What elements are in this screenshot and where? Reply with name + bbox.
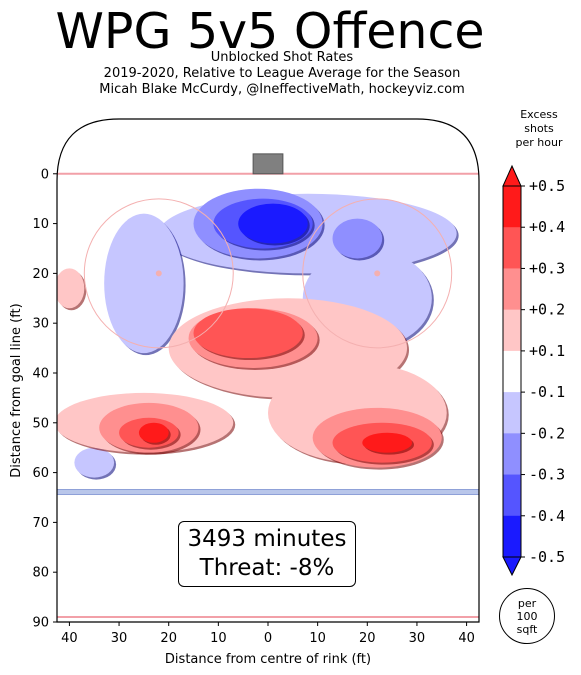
y-tick-label: 60 bbox=[32, 466, 49, 481]
colorbar-title: per hour bbox=[515, 136, 563, 149]
x-tick-label: 30 bbox=[409, 631, 426, 646]
summary-box: 3493 minutes Threat: -8% bbox=[178, 521, 356, 587]
contour-region bbox=[138, 422, 169, 443]
units-line: 100 bbox=[516, 609, 538, 623]
colorbar-band bbox=[503, 309, 521, 352]
units-badge: per 100 sqft bbox=[499, 588, 555, 644]
colorbar-title: Excess bbox=[520, 108, 558, 121]
faceoff-circle bbox=[302, 198, 453, 349]
x-tick-label: 10 bbox=[210, 631, 227, 646]
goal-net bbox=[252, 153, 284, 175]
y-tick-label: 40 bbox=[32, 366, 49, 381]
colorbar-title: shots bbox=[524, 122, 554, 135]
colorbar-tick-label: +0.5 bbox=[529, 177, 565, 195]
colorbar-tick-label: -0.5 bbox=[529, 548, 565, 566]
contour-region bbox=[362, 432, 412, 453]
rink-outline bbox=[56, 118, 480, 623]
colorbar-tick-label: +0.2 bbox=[529, 301, 565, 319]
chart-title: WPG 5v5 Offence bbox=[55, 3, 485, 60]
x-tick-label: 20 bbox=[160, 631, 177, 646]
blue-line bbox=[56, 489, 480, 496]
colorbar-tick-label: -0.2 bbox=[529, 424, 565, 442]
y-tick-label: 20 bbox=[32, 267, 49, 282]
colorbar-band bbox=[503, 268, 521, 311]
colorbar-tick-label: -0.4 bbox=[529, 507, 565, 525]
threat-text: Threat: -8% bbox=[199, 555, 335, 581]
faceoff-dot bbox=[374, 270, 381, 277]
contour-region bbox=[238, 203, 308, 244]
faceoff-circle bbox=[83, 198, 234, 349]
colorbar-tick-label: +0.1 bbox=[529, 342, 565, 360]
subtitle-line: 2019-2020, Relative to League Average fo… bbox=[103, 66, 461, 81]
colorbar-band bbox=[503, 515, 521, 558]
x-tick-label: 40 bbox=[458, 631, 475, 646]
y-tick-label: 90 bbox=[32, 616, 49, 631]
subtitle-line: Micah Blake McCurdy, @IneffectiveMath, h… bbox=[99, 82, 465, 97]
y-tick-label: 10 bbox=[32, 217, 49, 232]
units-line: sqft bbox=[516, 622, 538, 636]
colorbar-band bbox=[503, 186, 521, 228]
x-tick-label: 40 bbox=[61, 631, 78, 646]
faceoff-dot bbox=[155, 270, 162, 277]
colorbar-band bbox=[503, 474, 521, 517]
y-tick-label: 70 bbox=[32, 516, 49, 531]
colorbar-band bbox=[503, 392, 521, 434]
x-tick-label: 20 bbox=[359, 631, 376, 646]
colorbar-band bbox=[503, 433, 521, 476]
contour-region bbox=[332, 218, 383, 259]
colorbar-frame bbox=[502, 185, 522, 558]
colorbar-band bbox=[503, 227, 521, 269]
colorbar-min-arrow bbox=[502, 556, 522, 577]
colorbar-tick-label: +0.3 bbox=[529, 259, 565, 277]
x-tick-label: 0 bbox=[264, 631, 272, 646]
y-axis-label: Distance from goal line (ft) bbox=[9, 303, 24, 477]
contour-region bbox=[57, 268, 85, 309]
x-tick-label: 10 bbox=[309, 631, 326, 646]
y-tick-label: 0 bbox=[41, 167, 49, 182]
colorbar-tick-label: -0.3 bbox=[529, 466, 565, 484]
x-tick-label: 30 bbox=[111, 631, 128, 646]
subtitle-line: Unblocked Shot Rates bbox=[210, 50, 354, 65]
x-axis-label: Distance from centre of rink (ft) bbox=[165, 652, 371, 667]
contour-region bbox=[74, 447, 115, 478]
colorbar-band bbox=[503, 350, 521, 393]
colorbar-tick-label: +0.4 bbox=[529, 218, 565, 236]
colorbar-tick-label: -0.1 bbox=[529, 383, 565, 401]
contour-region bbox=[193, 308, 303, 359]
contour-region bbox=[104, 213, 184, 354]
y-tick-label: 30 bbox=[32, 317, 49, 332]
colorbar-max-arrow bbox=[502, 164, 522, 187]
y-tick-label: 50 bbox=[32, 416, 49, 431]
y-tick-label: 80 bbox=[32, 566, 49, 581]
minutes-text: 3493 minutes bbox=[187, 526, 347, 552]
units-line: per bbox=[517, 596, 537, 610]
